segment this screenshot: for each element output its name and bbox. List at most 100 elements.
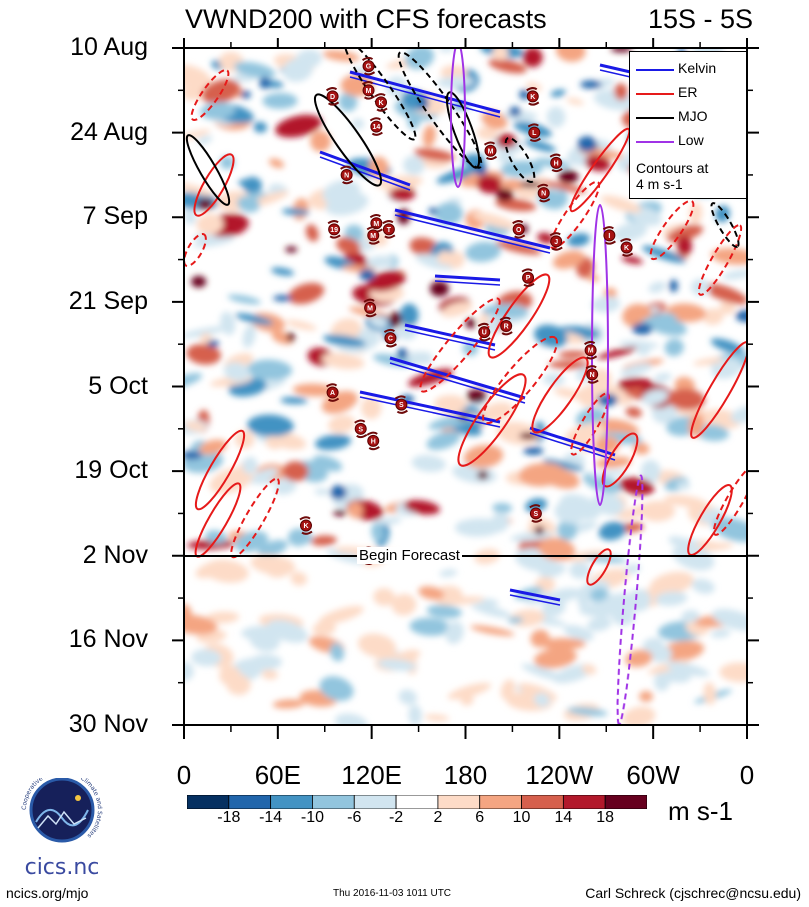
anomaly-blob [371,522,385,543]
storm-marker: I [602,226,616,245]
forecast-label: Begin Forecast [357,547,462,564]
anomaly-blob [598,521,627,541]
storm-arm [602,226,616,245]
anomaly-blob [540,638,586,650]
anomaly-blob [563,625,594,641]
anomaly-blob [614,83,628,101]
storm-arm [526,87,540,106]
anomaly-blob [441,301,473,318]
anomaly-blob [677,235,692,257]
colorbar-swatch [562,795,606,809]
anomaly-blob [270,267,295,276]
anomaly-blob [542,458,584,471]
anomaly-blob [703,682,716,706]
colorbar-label: -6 [347,809,362,826]
storm-arm [529,504,543,523]
storm-label: S [358,426,363,433]
anomaly-blob [262,92,298,109]
anomaly-blob [492,503,513,513]
anomaly-blob [186,343,221,365]
anomaly-core [184,450,203,460]
anomaly-core [397,348,408,360]
storm-label: N [590,372,595,379]
anomaly-blob [569,561,591,579]
anomaly-blob [242,324,256,348]
anomaly-blob [275,114,322,138]
anomaly-blob [223,362,250,382]
anomaly-blob [566,97,584,106]
storm-label: I [608,233,610,240]
anomaly-blob [372,353,412,367]
anomaly-blob [287,282,325,305]
anomaly-blob [415,253,456,271]
storm-label: K [624,245,629,252]
colorbar-label: 14 [554,809,573,826]
wave-contour [712,464,747,536]
anomaly-blob [654,372,672,383]
region-label: 15S - 5S [647,4,753,34]
anomaly-blob [375,517,402,526]
storm-dot [512,223,525,236]
anomaly-blob [625,406,642,418]
wave-contour [549,180,601,250]
anomaly-core [191,275,207,288]
anomaly-blob [618,477,655,496]
colorbar-swatch [312,795,355,809]
anomaly-blob [253,468,279,482]
anomaly-blob [344,224,364,242]
anomaly-blob [522,48,543,68]
colorbar-label: 6 [475,809,485,826]
colorbar-swatch [353,795,397,809]
anomaly-blob [454,518,503,537]
legend-swatch [636,93,674,95]
storm-marker: 14 [369,117,383,136]
storm-marker: T [382,220,396,239]
anomaly-blob [546,106,566,128]
anomaly-blob [292,383,336,397]
storm-arm [521,268,535,287]
storm-dot [526,90,539,103]
storm-dot [370,120,383,133]
storm-marker: L [527,123,541,142]
anomaly-blob [184,326,227,338]
legend-swatch [636,141,674,143]
anomaly-blob [253,121,268,133]
wave-contour [185,134,231,206]
anomaly-blob [600,195,642,213]
anomaly-blob [219,155,235,170]
anomaly-blob [282,461,309,482]
storm-dot [500,320,513,333]
storm-arm [340,165,354,185]
footer-timestamp: Thu 2016-11-03 1011 UTC [333,888,452,899]
storm-marker: 19 [327,220,341,239]
storm-label: P [526,275,531,282]
anomaly-blob [465,241,501,263]
storm-marker: N [537,183,551,203]
storm-label: M [370,233,376,240]
kelvin-contour [349,70,501,114]
anomaly-blob [676,481,691,490]
storm-dot [484,144,497,157]
legend-swatch [636,69,674,71]
storm-dot [382,223,395,236]
anomaly-blob [280,397,308,405]
units-label: m s-1 [668,796,733,826]
kelvin-contour [509,588,561,602]
anomaly-blob [730,405,747,424]
storm-label: N [541,191,546,198]
anomaly-core [429,281,449,297]
y-tick-label: 5 Oct [88,371,148,400]
anomaly-blob [361,396,382,420]
anomaly-blob [667,388,706,411]
anomaly-blob [640,500,676,522]
anomaly-blob [702,308,724,325]
anomaly-core [330,485,347,500]
anomaly-blob [533,647,577,669]
anomaly-blob [351,118,365,130]
anomaly-core [207,339,220,348]
storm-label: M [373,221,379,228]
wave-contour [184,233,207,267]
wave-contour [343,48,417,141]
wave-contour [569,127,631,213]
anomaly-blob [310,130,331,152]
